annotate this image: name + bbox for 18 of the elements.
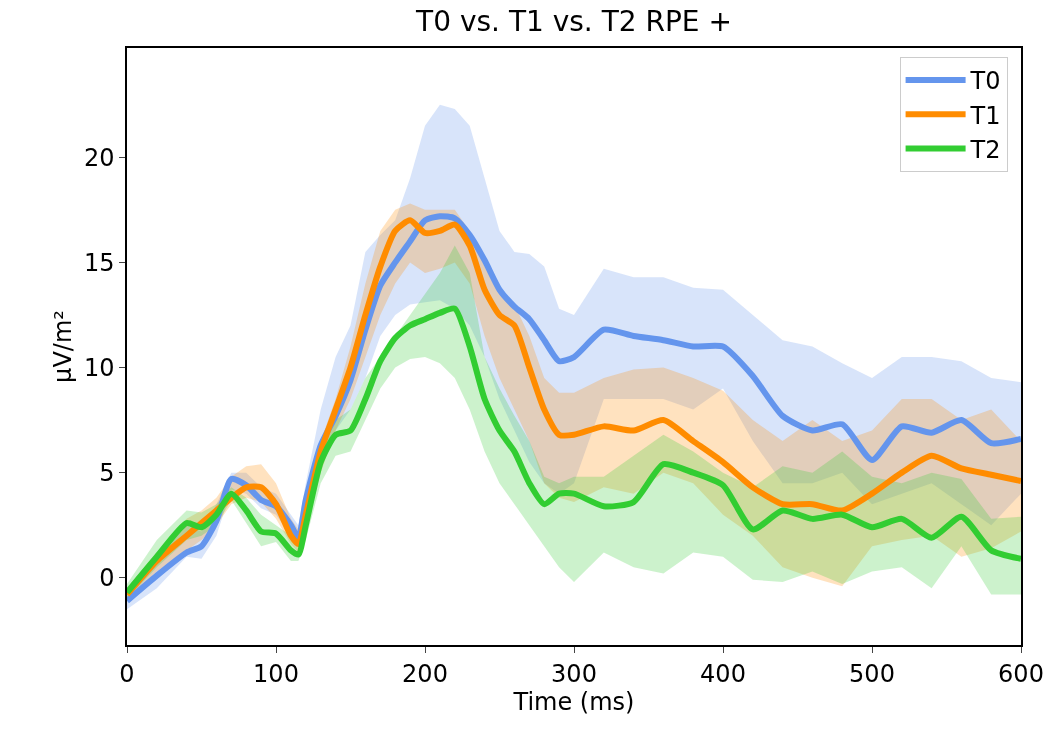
legend-label: T2 <box>969 135 1001 164</box>
x-tick-label: 300 <box>551 659 597 688</box>
legend-label: T0 <box>969 67 1001 96</box>
y-tick-label: 10 <box>83 353 115 382</box>
x-tick-label: 500 <box>849 659 895 688</box>
y-axis-title: μV/m² <box>48 310 77 383</box>
x-tick-label: 200 <box>402 659 448 688</box>
x-tick-label: 100 <box>253 659 299 688</box>
x-tick-label: 400 <box>700 659 746 688</box>
y-tick-label: 20 <box>83 143 115 172</box>
x-tick-label: 0 <box>119 659 135 688</box>
y-tick-label: 15 <box>83 248 115 277</box>
legend-label: T1 <box>969 101 1001 130</box>
chart-title: T0 vs. T1 vs. T2 RPE + <box>415 4 732 38</box>
x-axis-title: Time (ms) <box>512 687 635 716</box>
y-tick-label: 0 <box>99 564 115 593</box>
y-tick-label: 5 <box>99 459 115 488</box>
x-tick-label: 600 <box>998 659 1044 688</box>
